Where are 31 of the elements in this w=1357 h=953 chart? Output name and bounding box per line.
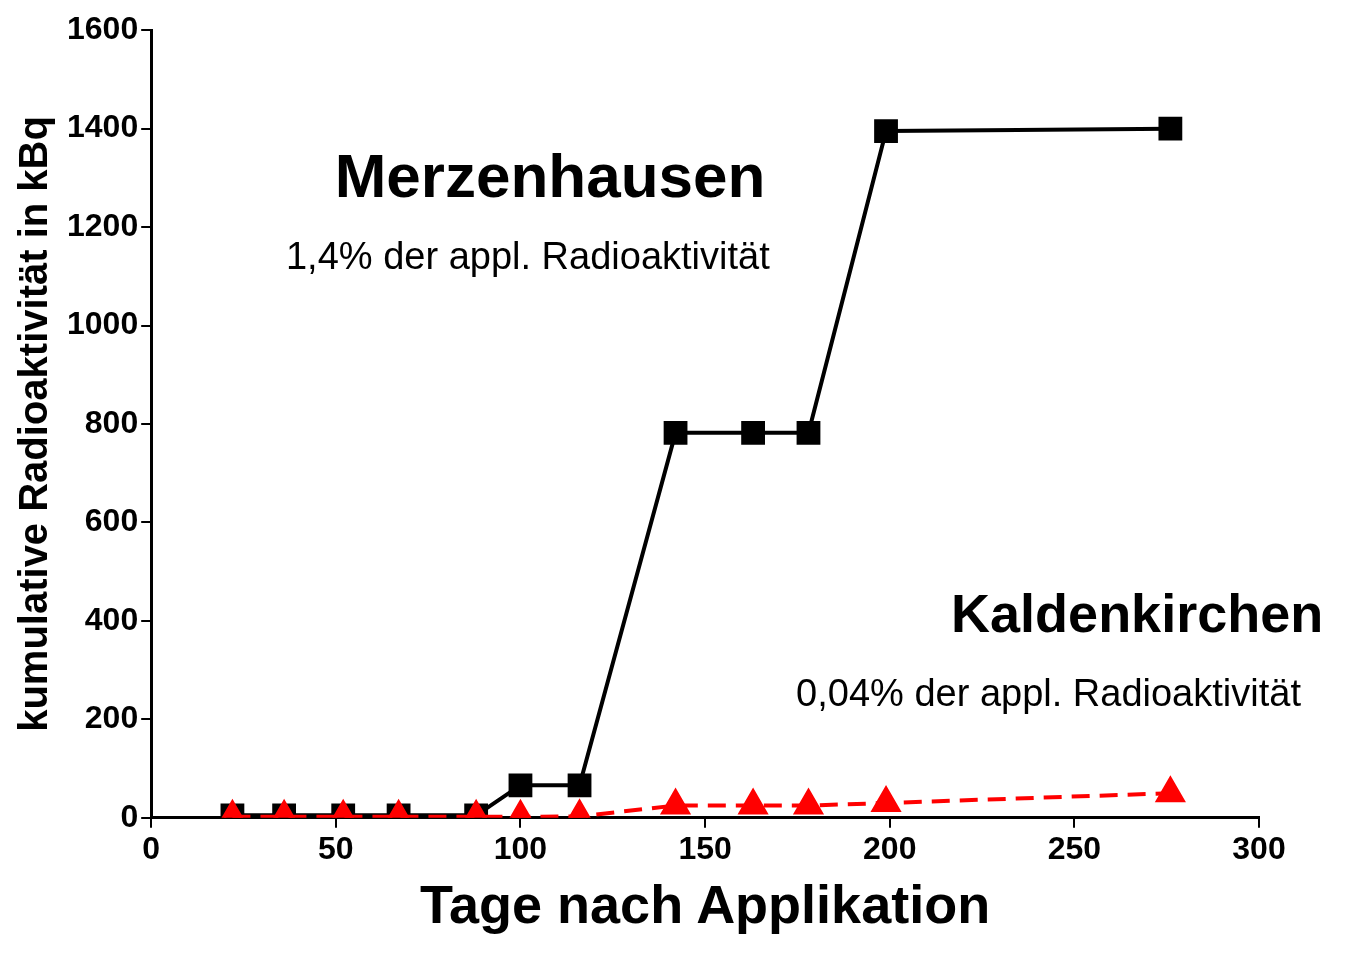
point [738, 789, 768, 815]
annotation: Kaldenkirchen [951, 582, 1324, 643]
point [874, 119, 898, 144]
annotation: 0,04% der appl. Radioaktivität [796, 672, 1302, 715]
point [661, 789, 690, 815]
y-tick-label: 1200 [67, 206, 139, 243]
x-tick-label: 50 [318, 829, 354, 866]
point [1158, 116, 1183, 141]
annotation: 1,4% der appl. Radioaktivität [285, 235, 771, 278]
x-tick-label: 100 [493, 829, 548, 866]
y-tick-label: 1600 [67, 10, 139, 47]
point [663, 420, 688, 445]
point [794, 789, 823, 815]
y-tick-label: 200 [84, 699, 139, 736]
x-tick-label: 250 [1047, 829, 1102, 866]
point [741, 420, 765, 445]
y-tick-label: 1400 [67, 108, 139, 145]
x-tick-label: 200 [863, 829, 917, 866]
x-tick-label: 150 [678, 829, 732, 866]
point [1156, 777, 1185, 803]
y-axis-title: kumulative Radioaktivität in kBq [11, 116, 56, 732]
x-axis-title: Tage nach Applikation [420, 874, 991, 935]
annotation: Merzenhausen [334, 140, 766, 210]
y-tick-label: 800 [84, 403, 139, 440]
x-tick-label: 300 [1232, 829, 1286, 866]
point [871, 787, 901, 813]
point [796, 420, 821, 445]
y-tick-label: 0 [120, 797, 139, 834]
y-tick-label: 1000 [67, 305, 139, 342]
y-tick-label: 600 [84, 502, 139, 539]
y-tick-label: 400 [84, 600, 139, 637]
